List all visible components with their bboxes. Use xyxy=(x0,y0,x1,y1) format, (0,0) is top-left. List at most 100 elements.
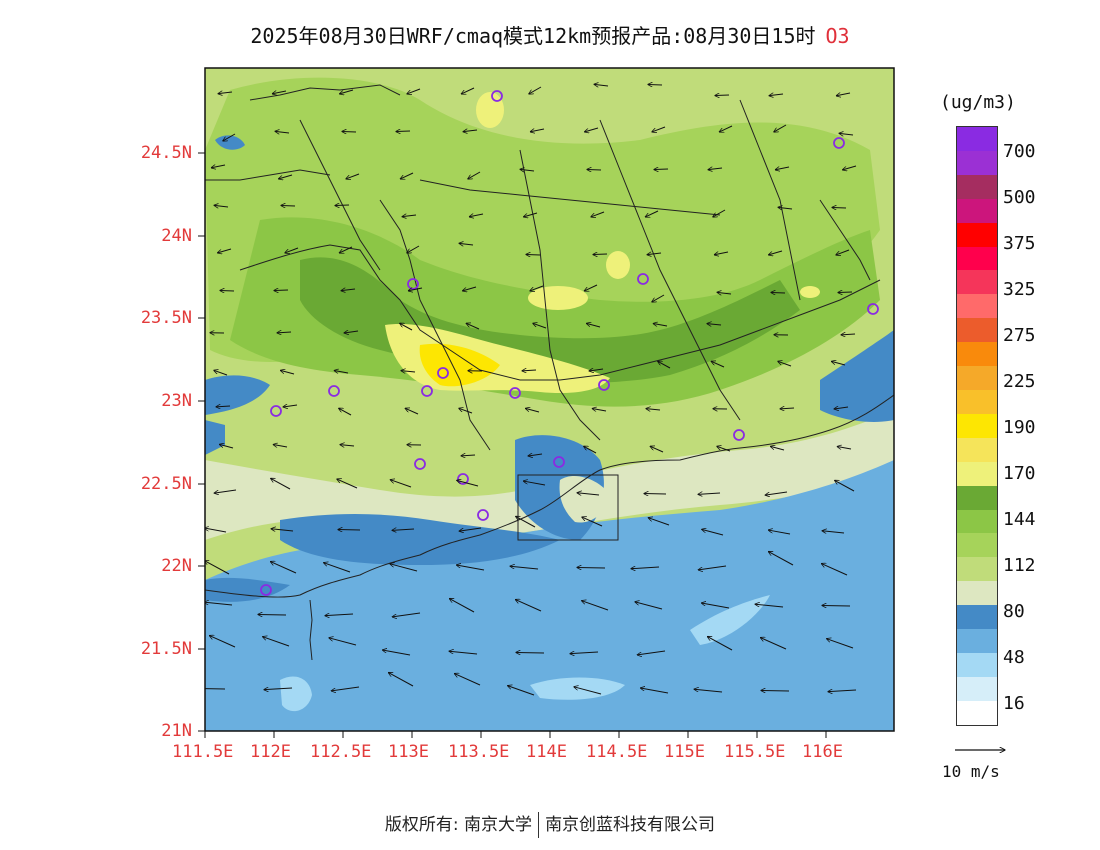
copyright-owner: 版权所有: 南京大学 xyxy=(384,815,533,835)
wind-vector xyxy=(640,688,669,694)
legend-label: 375 xyxy=(1003,233,1036,254)
lon-label: 111.5E xyxy=(172,742,234,762)
wind-vector xyxy=(652,126,666,132)
legend-label: 80 xyxy=(1003,601,1025,622)
wind-vector xyxy=(214,205,229,207)
color-bar-segment xyxy=(957,342,997,367)
station-marker xyxy=(637,273,649,285)
wind-vector xyxy=(401,371,416,372)
wind-vectors xyxy=(205,84,857,696)
wind-vector xyxy=(822,531,845,533)
wind-vector xyxy=(275,131,290,133)
wind-vector xyxy=(407,245,420,253)
copyright: 版权所有: 南京大学 南京创蓝科技有限公司 xyxy=(0,810,1100,838)
wind-vector xyxy=(459,527,482,531)
wind-vector xyxy=(340,445,355,446)
wind-vector xyxy=(324,563,351,573)
wind-vector xyxy=(577,567,606,568)
wind-vector xyxy=(822,605,851,606)
station-marker xyxy=(477,509,489,521)
concentration-field xyxy=(205,68,894,731)
wind-vector xyxy=(271,529,294,531)
wind-vector xyxy=(454,674,481,686)
wind-vector xyxy=(274,290,289,291)
wind-vector xyxy=(219,444,234,449)
color-bar-segment xyxy=(957,629,997,653)
wind-vector xyxy=(524,212,538,217)
wind-vector xyxy=(713,209,726,217)
wind-vector xyxy=(285,247,299,253)
wind-vector xyxy=(701,603,730,609)
wind-vector xyxy=(396,131,411,132)
wind-vector xyxy=(834,407,849,409)
color-bar-segment xyxy=(957,366,997,390)
legend-label: 190 xyxy=(1003,417,1036,438)
copyright-company: 南京创蓝科技有限公司 xyxy=(545,815,716,835)
color-bar-segment xyxy=(957,509,997,534)
wind-vector xyxy=(271,478,291,490)
wind-vector xyxy=(392,612,421,617)
station-marker xyxy=(553,456,565,468)
color-bar-segment xyxy=(957,127,997,151)
wind-vector xyxy=(400,172,414,179)
wind-vector xyxy=(768,552,794,566)
wind-vector xyxy=(449,599,475,613)
wind-vector xyxy=(335,205,350,206)
wind-vector xyxy=(652,294,665,302)
wind-vector xyxy=(520,169,535,171)
wind-vector xyxy=(342,131,357,132)
wind-vector xyxy=(526,254,541,255)
wind-vector xyxy=(821,564,848,576)
wind-vector xyxy=(337,479,358,489)
wind-vector xyxy=(646,409,661,410)
station-marker xyxy=(421,385,433,397)
wind-vector xyxy=(218,248,232,253)
wind-vector xyxy=(456,565,485,571)
boundaries xyxy=(205,84,894,661)
wind-vector xyxy=(528,454,543,456)
wind-vector xyxy=(341,289,356,291)
color-bar xyxy=(956,126,998,726)
wind-vector xyxy=(281,205,296,206)
wind-vector xyxy=(827,639,854,649)
wind-vector xyxy=(530,285,544,291)
wind-vector xyxy=(407,88,421,94)
wind-vector xyxy=(698,493,721,494)
wind-vector xyxy=(585,127,599,132)
wind-vector xyxy=(388,673,414,687)
legend-label: 275 xyxy=(1003,325,1036,346)
wind-vector xyxy=(717,446,731,452)
lon-label: 116E xyxy=(802,742,843,762)
wind-vector xyxy=(774,124,787,132)
color-bar-segment xyxy=(957,437,997,462)
color-bar-segment xyxy=(957,652,997,677)
wind-vector xyxy=(707,324,722,325)
station-marker xyxy=(491,90,503,102)
wind-vector xyxy=(390,480,412,488)
color-bar-segment xyxy=(957,222,997,247)
wind-vector xyxy=(211,165,226,168)
wind-vector xyxy=(273,444,288,447)
wind-vector xyxy=(270,562,297,574)
wind-vector xyxy=(698,565,727,570)
wind-vector xyxy=(449,651,478,655)
color-bar-segment xyxy=(957,485,997,510)
wind-vector xyxy=(648,518,670,526)
wind-vector xyxy=(515,600,542,612)
color-bar-segment xyxy=(957,676,997,701)
wind-vector xyxy=(466,323,480,330)
wind-vector xyxy=(841,334,856,335)
wind-vector xyxy=(218,92,233,94)
station-marker xyxy=(437,367,449,379)
wind-vector xyxy=(711,361,725,368)
wind-vector xyxy=(694,689,723,693)
lat-label: 24N xyxy=(161,226,192,246)
color-bar-segment xyxy=(957,700,997,725)
wind-vector xyxy=(594,84,609,86)
wind-vector xyxy=(525,408,540,413)
lat-label: 23N xyxy=(161,391,192,411)
lon-label: 114E xyxy=(526,742,567,762)
wind-vector xyxy=(522,370,537,371)
color-bar-segment xyxy=(957,461,997,486)
